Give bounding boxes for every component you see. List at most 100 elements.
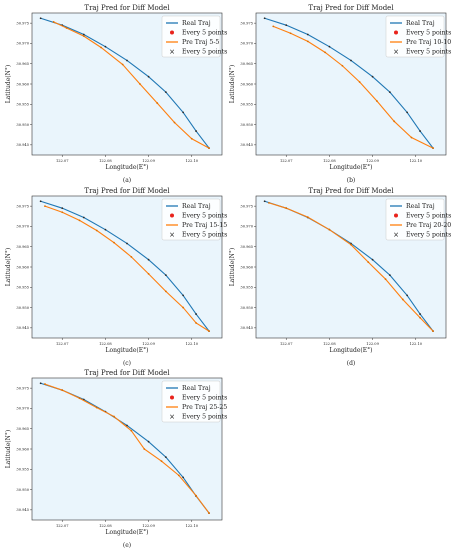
real-traj-point xyxy=(263,17,266,20)
legend: Real Traj Every 5 points Pre Traj 15-15 × Ev… xyxy=(161,198,227,241)
pred-traj-point xyxy=(190,137,193,140)
pred-traj-point xyxy=(182,306,185,309)
legend-label: Every 5 points xyxy=(182,213,227,220)
chart-panel-4: Traj Pred for Diff Model 122.07 122.08 122.… xyxy=(229,187,451,367)
subfigure-label: (e) xyxy=(123,542,131,549)
pred-traj-point xyxy=(289,32,292,35)
x-tick-label: 122.08 xyxy=(323,342,336,346)
legend-cross-icon: × xyxy=(393,231,399,239)
real-traj-line xyxy=(264,17,434,149)
pred-traj-line xyxy=(268,202,434,332)
real-traj-point xyxy=(371,258,374,261)
pred-traj-point xyxy=(139,83,141,85)
real-traj-point xyxy=(164,456,167,459)
y-axis-label: Latitude(N°) xyxy=(229,248,236,287)
legend-label: Pre Traj 10-10 xyxy=(406,39,451,46)
pred-traj-point xyxy=(432,147,434,150)
legend-label: Pre Traj 25-25 xyxy=(182,404,227,411)
pred-traj-point xyxy=(432,330,434,333)
legend-label: Every 5 points xyxy=(182,395,227,402)
x-axis-label: Longitude(E°) xyxy=(106,529,149,536)
y-tick-label: 30.970 xyxy=(16,225,29,229)
y-tick-label: 30.965 xyxy=(16,245,29,249)
pred-traj-point xyxy=(95,406,98,409)
x-tick-label: 122.07 xyxy=(280,159,293,163)
legend-box xyxy=(385,198,445,241)
pred-traj-point xyxy=(147,272,150,275)
pred-traj-point xyxy=(78,219,81,222)
y-tick-label: 30.945 xyxy=(16,326,29,330)
y-tick-label: 30.970 xyxy=(16,407,29,411)
pred-traj-line xyxy=(273,25,434,149)
x-tick-label: 122.10 xyxy=(185,159,198,163)
x-tick-label: 122.07 xyxy=(56,159,69,163)
legend-cross-icon: × xyxy=(169,48,175,56)
x-axis-label: Longitude(E°) xyxy=(106,164,149,171)
legend-label: Every 5 points xyxy=(182,414,227,421)
pred-traj-point xyxy=(401,298,404,301)
real-traj-point xyxy=(39,382,42,385)
pred-traj-point xyxy=(177,474,180,477)
y-tick-label: 30.960 xyxy=(16,82,29,86)
y-tick-label: 30.975 xyxy=(16,386,29,390)
y-tick-label: 30.950 xyxy=(16,306,29,310)
y-tick-label: 30.970 xyxy=(16,42,29,46)
pred-traj-point xyxy=(195,494,197,497)
legend-label: Every 5 points xyxy=(406,213,451,220)
x-tick-label: 122.10 xyxy=(409,342,422,346)
legend-label: Every 5 points xyxy=(406,232,451,239)
x-tick-label: 122.08 xyxy=(99,159,112,163)
chart-title: Traj Pred for Diff Model xyxy=(308,4,394,12)
legend-dot-icon xyxy=(170,395,174,400)
subfigure-label: (c) xyxy=(123,360,131,367)
x-axis-label: Longitude(E°) xyxy=(330,164,373,171)
x-tick-label: 122.10 xyxy=(185,524,198,528)
pred-traj-point xyxy=(82,35,85,38)
y-tick-label: 30.955 xyxy=(16,468,29,472)
real-traj-point xyxy=(388,91,391,94)
pred-traj-point xyxy=(61,389,64,392)
pred-traj-point xyxy=(173,121,176,124)
pred-traj-point xyxy=(121,63,124,66)
y-tick-label: 30.955 xyxy=(16,103,29,107)
chart-panel-5: Traj Pred for Diff Model 122.07 122.08 122.… xyxy=(5,369,227,549)
pred-traj-point xyxy=(376,100,378,102)
pred-traj-point xyxy=(44,205,46,208)
pred-traj-point xyxy=(208,512,210,515)
chart-title: Traj Pred for Diff Model xyxy=(308,187,394,195)
pred-traj-point xyxy=(156,102,159,104)
y-tick-label: 30.975 xyxy=(240,204,253,208)
real-traj-point xyxy=(39,17,42,20)
pred-traj-point xyxy=(419,316,421,319)
real-traj-point xyxy=(147,75,150,78)
y-tick-label: 30.965 xyxy=(240,62,253,66)
x-tick-label: 122.07 xyxy=(56,524,69,528)
y-tick-label: 30.955 xyxy=(240,286,253,290)
y-tick-label: 30.960 xyxy=(16,265,29,269)
real-traj-point xyxy=(419,130,421,132)
subfigure-label: (a) xyxy=(123,177,131,184)
chart-panel-1: Traj Pred for Diff Model 122.07 122.08 122.… xyxy=(5,4,227,184)
legend-cross-icon: × xyxy=(169,413,175,421)
legend: Real Traj Every 5 points Pre Traj 5-5 × Ever… xyxy=(161,15,227,58)
legend-label: Pre Traj 15-15 xyxy=(182,222,227,229)
x-tick-label: 122.08 xyxy=(99,342,112,346)
y-tick-label: 30.950 xyxy=(16,123,29,127)
chart-panel-2: Traj Pred for Diff Model 122.07 122.08 122.… xyxy=(229,4,451,184)
legend-label: Real Traj xyxy=(182,20,211,27)
pred-traj-point xyxy=(306,40,309,43)
y-tick-label: 30.975 xyxy=(240,21,253,25)
legend-label: Every 5 points xyxy=(182,30,227,37)
pred-traj-point xyxy=(143,448,146,450)
x-tick-label: 122.09 xyxy=(366,342,379,346)
pred-traj-point xyxy=(285,207,288,210)
real-traj-point xyxy=(82,216,85,219)
legend-box xyxy=(385,15,445,58)
pred-traj-point xyxy=(272,25,275,28)
chart-title: Traj Pred for Diff Model xyxy=(84,4,170,12)
legend-box xyxy=(161,198,221,241)
legend: Real Traj Every 5 points Pre Traj 10-10 × Ev… xyxy=(385,15,451,58)
real-traj-point xyxy=(39,200,42,203)
pred-traj-point xyxy=(164,290,167,293)
